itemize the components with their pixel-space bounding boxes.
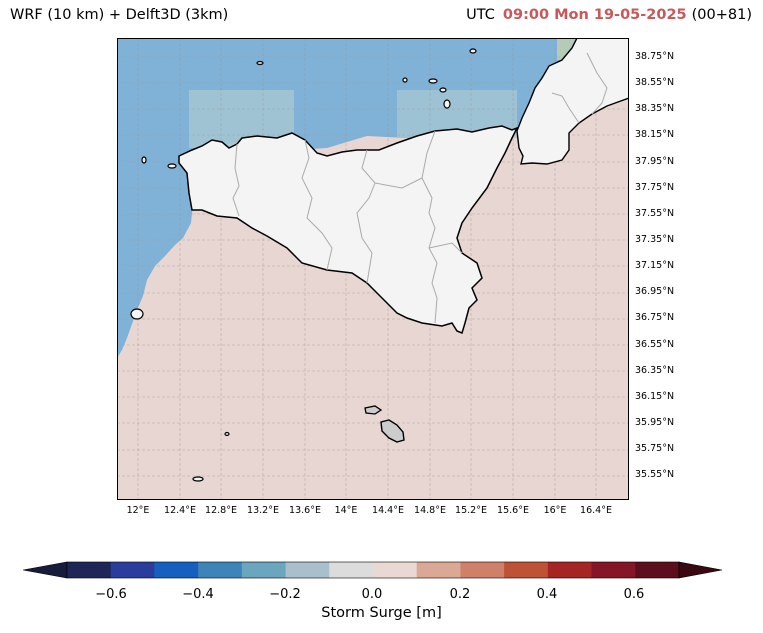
lon-tick-label: 14.4°E <box>372 505 404 516</box>
gozo-island <box>364 405 383 415</box>
lon-tick-label: 13.2°E <box>247 505 279 516</box>
colorbar-segment <box>504 562 549 578</box>
lat-tick-label: 38.35°N <box>635 103 675 114</box>
lat-tick-label: 35.75°N <box>635 443 675 454</box>
province-borders <box>232 52 608 324</box>
forecast-datetime: 09:00 Mon 19-05-2025 <box>502 7 687 23</box>
colorbar-tick: −0.6 <box>95 587 127 602</box>
lat-tick-label: 37.35°N <box>635 234 675 245</box>
lon-tick-label: 12°E <box>126 505 150 516</box>
calabria-land <box>516 38 629 165</box>
lat-tick-label: 36.95°N <box>635 286 675 297</box>
lon-tick-label: 12.4°E <box>164 505 196 516</box>
lat-tick-label: 37.95°N <box>635 156 675 167</box>
lon-tick-label: 14°E <box>334 505 358 516</box>
lat-tick-label: 36.75°N <box>635 312 675 323</box>
map-title: WRF (10 km) + Delft3D (3km) <box>10 7 229 23</box>
lat-tick-label: 38.15°N <box>635 129 675 140</box>
colorbar-segment <box>241 562 287 578</box>
colorbar-tick: 0.2 <box>449 587 471 602</box>
valid-time: UTC 09:00 Mon 19-05-2025 (00+81) <box>466 7 752 23</box>
forecast-run: (00+81) <box>691 7 752 23</box>
lat-tick-label: 38.55°N <box>635 77 675 88</box>
lon-tick-label: 16.4°E <box>580 505 612 516</box>
colorbar-tick: −0.4 <box>182 587 214 602</box>
colorbar-segment <box>285 562 330 578</box>
lon-tick-label: 14.8°E <box>414 505 446 516</box>
colorbar-segment <box>373 562 418 578</box>
lon-tick-label: 12.8°E <box>205 505 237 516</box>
colorbar-segment <box>416 562 461 578</box>
colorbar-tick: 0.0 <box>361 587 383 602</box>
colorbar-segment <box>198 562 243 578</box>
utc-label: UTC <box>466 7 495 23</box>
colorbar-segment <box>329 562 374 578</box>
small-islands <box>130 48 477 482</box>
lat-tick-label: 37.55°N <box>635 208 675 219</box>
lon-tick-label: 15.6°E <box>497 505 529 516</box>
colorbar-segment <box>67 562 112 578</box>
lat-tick-label: 36.35°N <box>635 365 675 376</box>
colorbar <box>22 561 723 579</box>
lat-tick-label: 36.55°N <box>635 339 675 350</box>
colorbar-tick: 0.6 <box>623 587 645 602</box>
colorbar-tick: −0.2 <box>269 587 301 602</box>
colorbar-frame <box>66 561 680 579</box>
lat-tick-label: 38.75°N <box>635 51 675 62</box>
map-frame <box>117 38 629 500</box>
colorbar-segment <box>591 562 636 578</box>
lon-tick-label: 13.6°E <box>289 505 321 516</box>
lat-tick-label: 35.55°N <box>635 469 675 480</box>
map-panel <box>117 38 629 500</box>
lon-tick-label: 16°E <box>543 505 567 516</box>
lat-tick-label: 37.75°N <box>635 182 675 193</box>
colorbar-tick: 0.4 <box>536 587 558 602</box>
lat-tick-label: 37.15°N <box>635 260 675 271</box>
colorbar-segment <box>110 562 155 578</box>
colorbar-segment <box>547 562 593 578</box>
colorbar-under-extend <box>22 561 68 579</box>
colorbar-segment <box>635 562 680 578</box>
colorbar-label: Storm Surge [m] <box>321 605 442 621</box>
malta-island <box>380 419 405 443</box>
lat-tick-label: 36.15°N <box>635 391 675 402</box>
lon-tick-label: 15.2°E <box>455 505 487 516</box>
colorbar-segment <box>154 562 199 578</box>
colorbar-over-extend <box>678 561 723 579</box>
lat-tick-label: 35.95°N <box>635 417 675 428</box>
colorbar-segment <box>460 562 505 578</box>
